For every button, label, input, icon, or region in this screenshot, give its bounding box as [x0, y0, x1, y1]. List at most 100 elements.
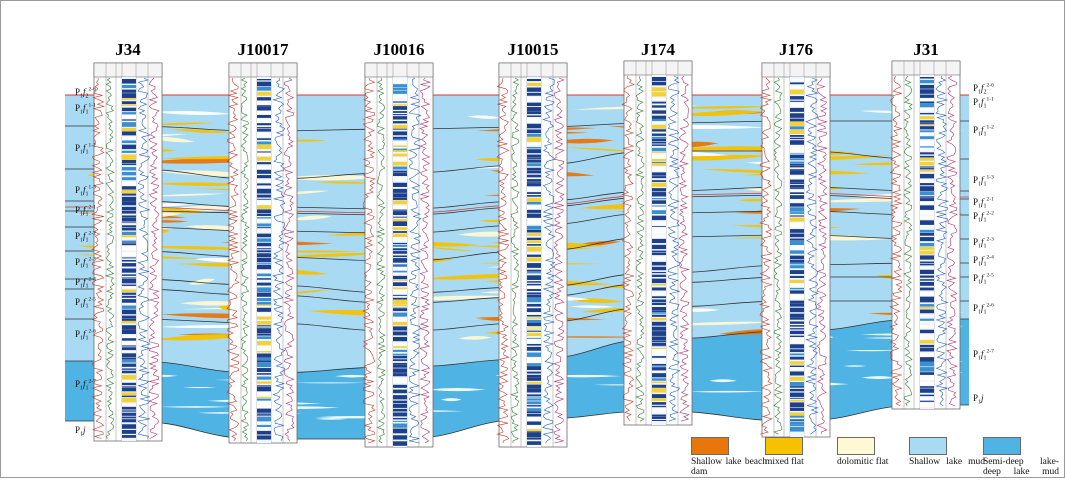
core-band — [527, 381, 541, 384]
core-band — [790, 412, 804, 416]
log-curve — [634, 75, 645, 422]
core-band — [393, 99, 407, 102]
core-band — [257, 200, 271, 206]
log-header — [228, 62, 298, 78]
core-band — [790, 270, 804, 275]
log-curve — [91, 77, 106, 439]
legend-label-semi-deep-lake-mud: Semi-deep lake-deep lake mud — [983, 457, 1059, 477]
core-band — [393, 216, 407, 218]
core-band — [920, 287, 934, 291]
core-band — [393, 362, 407, 365]
core-band — [257, 100, 271, 105]
core-band — [790, 365, 804, 368]
core-band — [920, 394, 934, 397]
core-band — [122, 305, 136, 309]
core-band — [393, 106, 407, 110]
core-band — [527, 79, 541, 82]
core-band — [790, 79, 804, 82]
core-band — [257, 401, 271, 404]
core-band — [122, 274, 136, 276]
core-band — [790, 212, 804, 214]
core-band — [790, 303, 804, 307]
core-band — [920, 112, 934, 115]
core-band — [122, 357, 136, 360]
core-band — [652, 287, 666, 291]
core-band — [393, 359, 407, 362]
core-band — [790, 161, 804, 164]
log-curve — [495, 77, 510, 444]
core-band — [920, 344, 934, 348]
core-band — [257, 408, 271, 413]
core-band — [257, 110, 271, 115]
core-band — [257, 413, 271, 415]
core-band — [790, 376, 804, 381]
core-band — [652, 314, 666, 317]
core-band — [920, 232, 934, 236]
core-band — [527, 163, 541, 167]
core-band — [257, 278, 271, 280]
core-band — [790, 426, 804, 432]
core-band — [257, 162, 271, 165]
core-band — [920, 375, 934, 381]
core-band — [652, 345, 666, 347]
core-band — [393, 336, 407, 342]
core-band — [393, 79, 407, 83]
core-band — [257, 194, 271, 198]
facies-lens — [154, 182, 245, 187]
log-curve — [272, 77, 286, 441]
legend-label-beach-dam: Shallow lake beach dam — [691, 457, 767, 477]
core-band — [257, 415, 271, 417]
core-band — [527, 82, 541, 87]
core-band — [122, 107, 136, 112]
core-band — [122, 210, 136, 214]
core-band — [393, 441, 407, 446]
core-band — [393, 136, 407, 139]
facies-lens — [670, 105, 774, 109]
core-band — [920, 132, 934, 136]
well-log-j10017 — [226, 62, 298, 444]
core-band — [920, 216, 934, 219]
left-unit-label: P1f12-5 — [75, 297, 96, 310]
core-band — [393, 321, 407, 326]
well-name-j10017: J10017 — [238, 40, 290, 59]
log-curve — [226, 77, 240, 441]
core-band — [257, 424, 271, 427]
core-band — [393, 417, 407, 420]
log-curve — [816, 77, 828, 435]
core-band — [257, 242, 271, 247]
well-log-j31 — [889, 60, 961, 410]
core-band — [527, 343, 541, 346]
core-band — [393, 342, 407, 346]
core-band — [652, 138, 666, 142]
core-band — [652, 163, 666, 166]
log-header — [891, 60, 961, 76]
core-band — [790, 137, 804, 140]
facies-lens — [152, 111, 232, 116]
core-band — [527, 394, 541, 397]
core-band — [790, 399, 804, 402]
core-band — [652, 205, 666, 207]
core-band — [527, 225, 541, 230]
facies-lens — [564, 147, 643, 152]
core-band — [527, 339, 541, 343]
core-band — [920, 99, 934, 101]
core-band — [122, 395, 136, 398]
core-band — [527, 195, 541, 197]
core-band — [790, 126, 804, 130]
core-band — [257, 373, 271, 375]
core-band — [920, 318, 934, 321]
core-band — [790, 170, 804, 175]
core-band — [393, 200, 407, 205]
core-band — [527, 297, 541, 303]
core-band — [257, 223, 271, 227]
core-band — [527, 388, 541, 393]
core-band — [527, 143, 541, 146]
core-band — [257, 219, 271, 223]
core-band — [257, 325, 271, 327]
core-band — [527, 303, 541, 307]
core-band — [652, 77, 666, 82]
right-unit-label: P1f11-1 — [973, 97, 994, 110]
core-band — [790, 176, 804, 179]
core-band — [790, 349, 804, 353]
core-band — [527, 405, 541, 407]
